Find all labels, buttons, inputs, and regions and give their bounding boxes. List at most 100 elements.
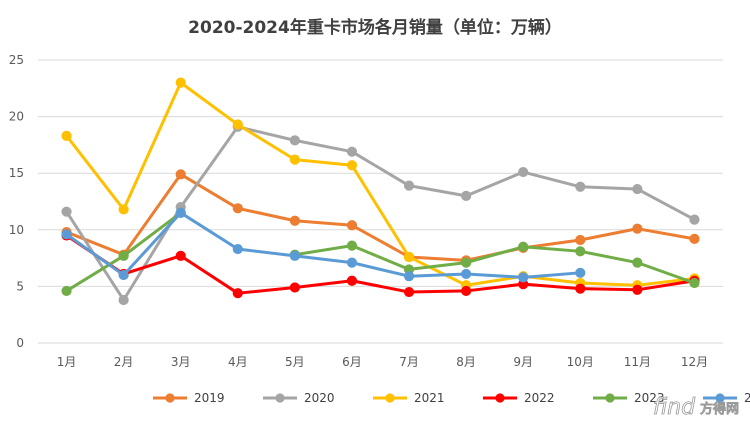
data-point-2020: [689, 214, 700, 225]
data-point-2020: [518, 166, 529, 178]
data-point-2022: [575, 283, 586, 294]
watermark-suffix: 方得网: [700, 401, 739, 417]
data-point-2024: [575, 267, 586, 278]
series-line-2023: [293, 244, 696, 285]
data-point-2024: [518, 272, 529, 283]
data-point-2023: [346, 240, 358, 251]
data-point-2024: [118, 269, 129, 281]
legend-label: 2022: [524, 391, 555, 405]
chart-title: 2020-2024年重卡市场各月销量（单位：万辆）: [188, 17, 562, 38]
data-point-2022: [461, 285, 472, 297]
axes: 0 5 10 15 20 25 1月 2月 3月 4月 5月 6月 7月 8月 9月 10月 11月 12月: [9, 53, 708, 369]
legend-label: 2024: [744, 391, 750, 405]
data-point-2020: [61, 206, 72, 217]
data-point-2021: [289, 154, 300, 165]
x-tick-label: 10月: [567, 355, 594, 369]
data-point-2020: [575, 181, 586, 192]
x-tick-label: 8月: [456, 355, 476, 369]
data-point-2022: [289, 282, 300, 293]
series-line-2019: [65, 172, 696, 262]
series-line-2022: [65, 233, 696, 295]
data-point-2021: [118, 204, 129, 215]
legend-label: 2021: [414, 391, 445, 405]
x-tick-label: 7月: [399, 355, 419, 369]
data-point-2023: [118, 250, 129, 261]
legend-swatch-marker: [275, 393, 285, 403]
data-point-2022: [632, 284, 643, 295]
x-tick-label: 12月: [681, 355, 708, 369]
data-point-2023: [689, 277, 700, 289]
x-tick-label: 11月: [624, 355, 651, 369]
legend-item-2022: 2022: [483, 391, 555, 405]
legend-swatch-marker: [385, 393, 395, 403]
data-point-2020: [632, 183, 643, 195]
data-point-2020: [118, 294, 129, 306]
series-2019: [61, 169, 700, 266]
data-point-2023: [632, 257, 643, 268]
legend-item-2020: 2020: [263, 391, 335, 405]
y-tick-label: 0: [16, 336, 24, 350]
x-tick-label: 6月: [342, 355, 362, 369]
x-tick-label: 4月: [228, 355, 248, 369]
legend-label: 2020: [304, 391, 335, 405]
legend-label: 2019: [194, 391, 225, 405]
gridlines: [38, 59, 723, 344]
x-tick-label: 5月: [285, 355, 305, 369]
data-point-2024: [61, 229, 72, 240]
data-point-2019: [175, 169, 186, 180]
series-line-2024: [65, 211, 582, 279]
data-point-2020: [403, 180, 415, 191]
legend-swatch-marker: [715, 393, 725, 403]
data-point-2021: [61, 130, 72, 141]
data-point-2020: [346, 146, 358, 157]
y-tick-label: 20: [9, 110, 24, 124]
data-point-2022: [403, 286, 415, 298]
data-point-2019: [575, 234, 586, 246]
data-point-2024: [403, 271, 415, 282]
data-point-2024: [232, 243, 243, 255]
data-point-2023: [61, 285, 72, 297]
data-point-2023: [461, 257, 472, 268]
data-point-2022: [232, 288, 243, 299]
data-point-2019: [289, 215, 300, 226]
watermark-brand: find: [653, 395, 696, 420]
data-point-2022: [175, 250, 186, 261]
x-tick-label: 9月: [513, 355, 533, 369]
data-point-2019: [689, 233, 700, 244]
y-tick-label: 25: [9, 53, 24, 67]
data-point-2021: [346, 160, 358, 171]
watermark: find 方得网: [653, 395, 740, 421]
data-point-2024: [461, 268, 472, 280]
data-point-2024: [175, 207, 186, 218]
data-point-2021: [175, 77, 186, 88]
series-2024: [61, 207, 586, 283]
y-tick-label: 5: [16, 279, 24, 293]
legend-swatch-marker: [605, 393, 615, 403]
data-point-2020: [289, 135, 300, 146]
data-point-2022: [346, 275, 358, 286]
data-point-2020: [461, 190, 472, 201]
legend-label: 2023: [634, 391, 665, 405]
data-point-2019: [232, 203, 243, 214]
y-tick-label: 10: [9, 223, 24, 237]
data-point-2023: [518, 241, 529, 252]
data-point-2021: [232, 119, 243, 130]
data-point-2024: [289, 250, 300, 261]
legend-item-2024: 2024: [703, 391, 750, 405]
data-point-2021: [403, 251, 415, 263]
legend-item-2019: 2019: [153, 391, 225, 405]
legend-swatch-marker: [165, 393, 175, 403]
data-point-2019: [632, 223, 643, 234]
data-point-2019: [346, 220, 358, 231]
legend-item-2023: 2023: [593, 391, 665, 405]
legend-item-2021: 2021: [373, 391, 445, 405]
x-tick-label: 1月: [57, 355, 77, 369]
series-line-2021: [65, 81, 696, 287]
series-lines: [61, 77, 700, 306]
legend-swatch-marker: [495, 393, 505, 403]
y-tick-label: 15: [9, 166, 24, 180]
data-point-2024: [346, 257, 358, 268]
x-tick-label: 3月: [171, 355, 191, 369]
x-tick-label: 2月: [114, 355, 134, 369]
